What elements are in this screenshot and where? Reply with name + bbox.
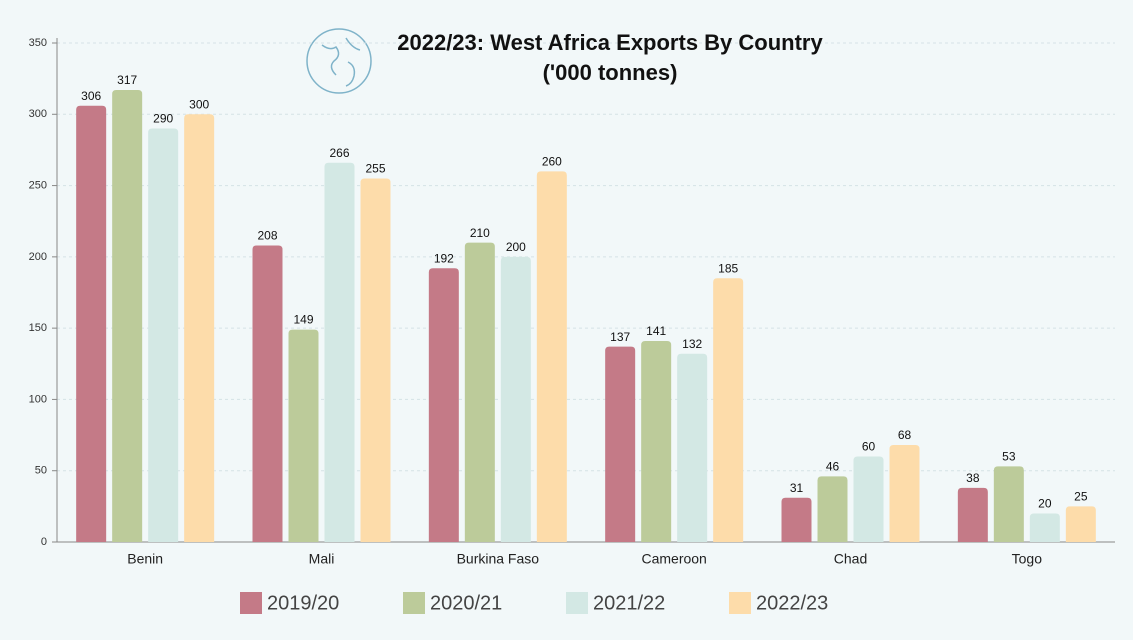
value-label: 306 — [81, 89, 101, 103]
bar — [500, 256, 531, 542]
value-label: 53 — [1002, 450, 1016, 464]
value-label: 185 — [718, 261, 738, 275]
bar — [1065, 506, 1096, 542]
y-tick-label: 300 — [29, 108, 47, 120]
value-label: 317 — [117, 73, 137, 87]
bar — [536, 171, 567, 543]
bar — [324, 162, 355, 542]
y-tick-label: 350 — [29, 37, 47, 49]
value-label: 68 — [898, 428, 912, 442]
y-tick-label: 100 — [29, 393, 47, 405]
bar — [817, 476, 848, 542]
bar — [184, 114, 215, 543]
value-label: 60 — [862, 440, 876, 454]
legend-label: 2019/20 — [267, 592, 339, 614]
x-tick-label: Benin — [127, 551, 163, 567]
bar — [76, 105, 107, 542]
bar — [957, 487, 988, 542]
value-label: 25 — [1074, 490, 1088, 504]
value-label: 266 — [329, 146, 349, 160]
value-label: 260 — [542, 154, 562, 168]
globe-icon — [306, 28, 372, 94]
x-tick-label: Burkina Faso — [457, 551, 540, 567]
bar — [288, 329, 319, 542]
bar — [428, 268, 459, 542]
bar — [605, 346, 636, 542]
x-tick-label: Chad — [834, 551, 867, 567]
x-tick-label: Cameroon — [641, 551, 706, 567]
value-label: 300 — [189, 97, 209, 111]
bar — [853, 456, 884, 542]
bar — [148, 128, 179, 543]
legend-label: 2020/21 — [430, 592, 502, 614]
bar — [889, 445, 920, 542]
bar — [112, 90, 143, 542]
legend-swatch — [403, 592, 425, 614]
legend-swatch — [566, 592, 588, 614]
value-label: 200 — [506, 240, 526, 254]
value-label: 31 — [790, 481, 804, 495]
value-label: 192 — [434, 251, 454, 265]
chart-title: 2022/23: West Africa Exports By Country … — [397, 30, 823, 85]
legend-swatch — [729, 592, 751, 614]
bar — [252, 245, 283, 543]
y-tick-label: 200 — [29, 251, 47, 263]
bar — [993, 466, 1024, 542]
legend-label: 2022/23 — [756, 592, 828, 614]
y-tick-label: 150 — [29, 322, 47, 334]
value-label: 149 — [293, 313, 313, 327]
value-label: 38 — [966, 471, 980, 485]
value-label: 141 — [646, 324, 666, 338]
legend-label: 2021/22 — [593, 592, 665, 614]
x-tick-label: Mali — [309, 551, 335, 567]
legend-swatch — [240, 592, 262, 614]
value-label: 290 — [153, 112, 173, 126]
value-label: 255 — [365, 162, 385, 176]
value-label: 46 — [826, 460, 840, 474]
y-tick-label: 0 — [41, 536, 47, 548]
bar — [464, 242, 495, 542]
value-label: 132 — [682, 337, 702, 351]
bar — [641, 340, 672, 542]
value-label: 137 — [610, 330, 630, 344]
x-tick-label: Togo — [1012, 551, 1043, 567]
y-tick-label: 50 — [35, 465, 47, 477]
value-label: 210 — [470, 226, 490, 240]
value-label: 20 — [1038, 497, 1052, 511]
value-label: 208 — [257, 229, 277, 243]
bar — [781, 497, 812, 542]
bar — [360, 178, 391, 542]
y-tick-label: 250 — [29, 179, 47, 191]
bar — [677, 353, 708, 542]
bar — [1029, 513, 1060, 542]
bar — [713, 278, 744, 542]
